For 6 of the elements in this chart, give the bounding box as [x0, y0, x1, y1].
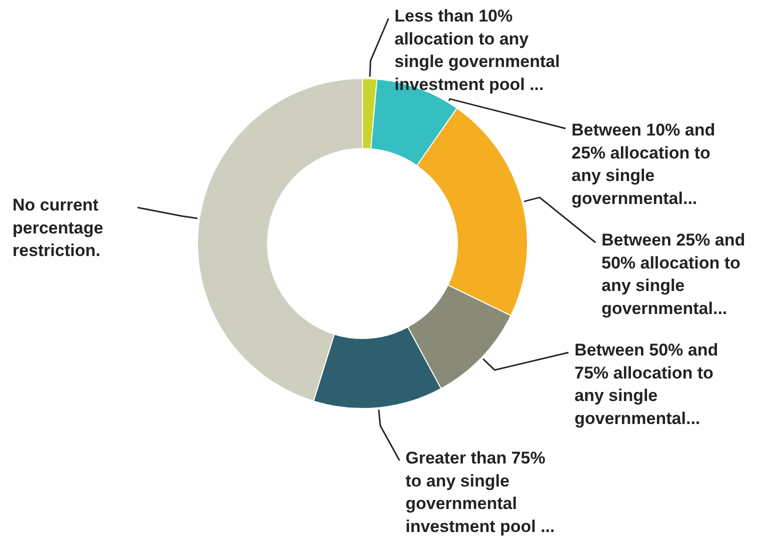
- slice-label: Between 25% and 50% allocation to any single governmental...: [602, 230, 746, 318]
- slice-label: Less than 10% allocation to any single governmental investment pool ...: [394, 6, 560, 94]
- slice-label: Between 50% and 75% allocation to any single governmental...: [574, 340, 718, 428]
- slice-label: Between 10% and 25% allocation to any single governmental...: [572, 120, 716, 208]
- slice-label: No current percentage restriction.: [12, 196, 104, 260]
- slice-label: Greater than 75% to any single governmental investment pool ...: [406, 448, 555, 536]
